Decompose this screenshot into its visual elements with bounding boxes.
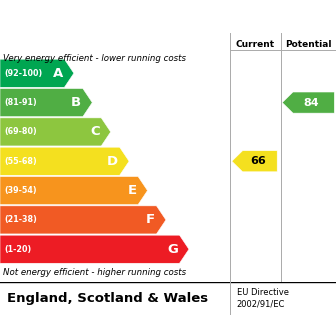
Text: (55-68): (55-68) xyxy=(4,157,37,166)
Text: England, Scotland & Wales: England, Scotland & Wales xyxy=(7,292,208,305)
Text: (92-100): (92-100) xyxy=(4,69,42,78)
Text: G: G xyxy=(167,243,178,256)
Polygon shape xyxy=(0,206,166,234)
Text: C: C xyxy=(90,125,99,138)
Polygon shape xyxy=(0,147,129,175)
Text: Very energy efficient - lower running costs: Very energy efficient - lower running co… xyxy=(3,54,186,63)
Polygon shape xyxy=(0,235,189,263)
Text: A: A xyxy=(52,67,63,80)
Polygon shape xyxy=(0,176,148,205)
Polygon shape xyxy=(0,59,74,87)
Text: (1-20): (1-20) xyxy=(4,245,31,254)
Polygon shape xyxy=(282,92,334,113)
Text: F: F xyxy=(146,213,155,226)
Text: (69-80): (69-80) xyxy=(4,127,37,136)
Text: (39-54): (39-54) xyxy=(4,186,37,195)
Text: (81-91): (81-91) xyxy=(4,98,37,107)
Polygon shape xyxy=(0,89,92,117)
Polygon shape xyxy=(0,118,111,146)
Polygon shape xyxy=(232,151,277,172)
Text: B: B xyxy=(71,96,81,109)
Text: 66: 66 xyxy=(250,156,266,166)
Text: 2002/91/EC: 2002/91/EC xyxy=(237,300,285,309)
Text: Potential: Potential xyxy=(285,40,332,49)
Text: (21-38): (21-38) xyxy=(4,215,37,224)
Text: 84: 84 xyxy=(304,98,319,108)
Text: D: D xyxy=(107,155,118,168)
Text: Energy Efficiency Rating: Energy Efficiency Rating xyxy=(57,9,279,24)
Text: E: E xyxy=(127,184,136,197)
Text: EU Directive: EU Directive xyxy=(237,288,289,297)
Text: Current: Current xyxy=(236,40,275,49)
Text: Not energy efficient - higher running costs: Not energy efficient - higher running co… xyxy=(3,268,186,277)
